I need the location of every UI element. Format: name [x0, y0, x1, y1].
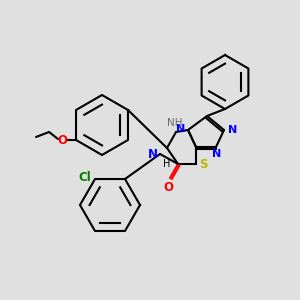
- Text: O: O: [57, 134, 67, 146]
- Text: H: H: [163, 159, 170, 169]
- Text: Cl: Cl: [78, 170, 91, 184]
- Text: N: N: [148, 148, 158, 160]
- Text: N: N: [212, 149, 222, 159]
- Text: N: N: [228, 125, 237, 135]
- Text: N: N: [176, 124, 185, 134]
- Text: NH: NH: [167, 118, 183, 128]
- Text: S: S: [199, 158, 208, 172]
- Text: O: O: [163, 181, 173, 194]
